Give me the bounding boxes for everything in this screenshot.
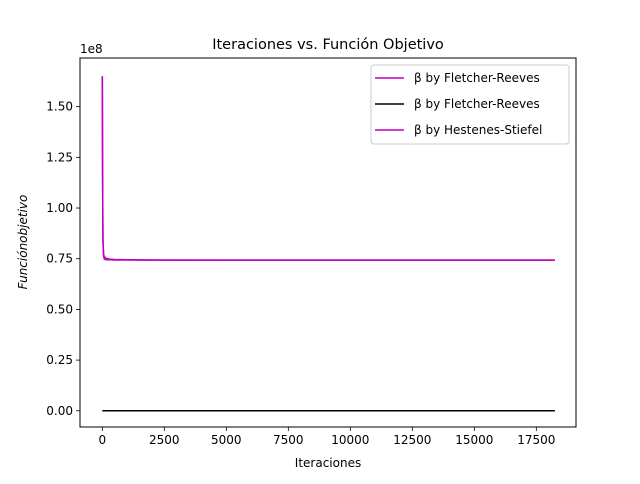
x-axis-ticks: 0 2500 5000 7500 10000 12500 15000 17500 bbox=[98, 427, 555, 447]
y-tick-label: 0.75 bbox=[46, 252, 73, 266]
legend-items: β by Fletcher-Reeves β by Fletcher-Reeves… bbox=[375, 71, 542, 137]
x-tick-label: 12500 bbox=[393, 433, 431, 447]
x-tick-label: 5000 bbox=[211, 433, 242, 447]
x-tick-label: 0 bbox=[98, 433, 106, 447]
x-axis-title: Iteraciones bbox=[295, 456, 361, 470]
chart-title: Iteraciones vs. Función Objetivo bbox=[212, 37, 444, 53]
y-tick-label: 0.50 bbox=[46, 302, 73, 316]
legend-label-3: β by Hestenes-Stiefel bbox=[414, 123, 542, 137]
y-axis-ticks: 0.00 0.25 0.50 0.75 1.00 1.25 1.50 bbox=[46, 100, 80, 418]
series-layer bbox=[101, 76, 555, 412]
legend-label-1: β by Fletcher-Reeves bbox=[414, 71, 540, 85]
legend-box bbox=[370, 64, 570, 145]
legend-label-2: β by Fletcher-Reeves bbox=[414, 97, 540, 111]
y-axis-title: Funciónobjetivo bbox=[16, 195, 30, 290]
plot-border bbox=[79, 57, 577, 428]
x-tick-label: 15000 bbox=[455, 433, 493, 447]
series-line-3 bbox=[101, 76, 555, 261]
x-tick-label: 2500 bbox=[149, 433, 180, 447]
y-tick-label: 0.25 bbox=[46, 353, 73, 367]
y-tick-label: 1.00 bbox=[46, 201, 73, 215]
y-tick-label: 1.50 bbox=[46, 100, 73, 114]
x-tick-label: 7500 bbox=[273, 433, 304, 447]
x-tick-label: 17500 bbox=[517, 433, 555, 447]
y-tick-label: 1.25 bbox=[46, 150, 73, 164]
legend: β by Fletcher-Reeves β by Fletcher-Reeves… bbox=[370, 64, 570, 145]
y-offset-label: 1e8 bbox=[80, 42, 103, 56]
x-tick-label: 10000 bbox=[331, 433, 369, 447]
y-tick-label: 0.00 bbox=[46, 404, 73, 418]
